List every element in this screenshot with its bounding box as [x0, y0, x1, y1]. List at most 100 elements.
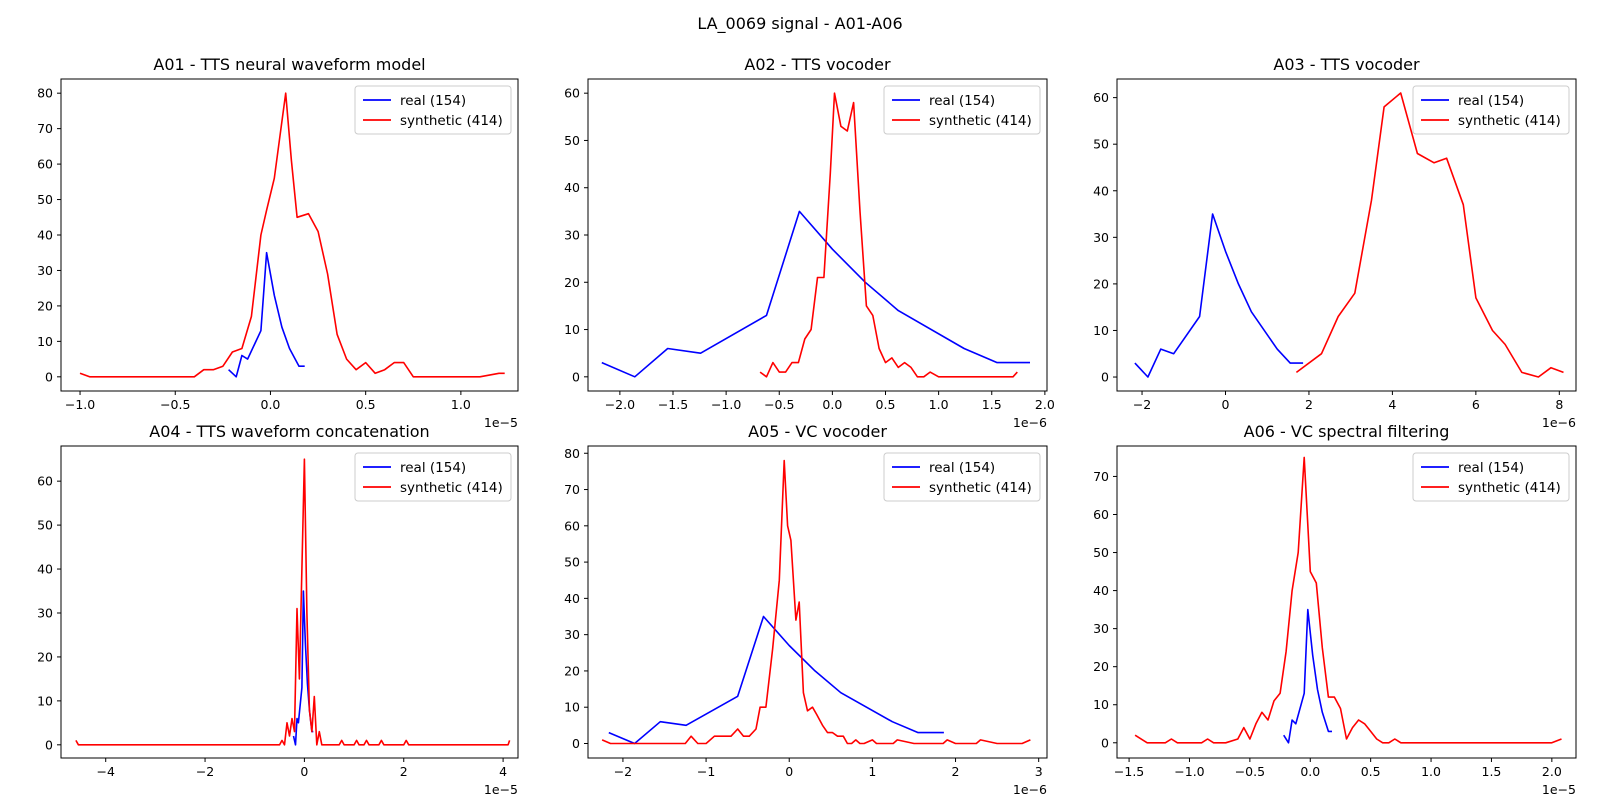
y-tick-label: 10: [37, 334, 53, 349]
legend-label: synthetic (414): [1458, 480, 1561, 496]
x-offset-text: 1e−5: [484, 782, 518, 797]
x-tick-label: 2: [1305, 397, 1313, 412]
legend-label: real (154): [400, 93, 466, 109]
subplot-title: A02 - TTS vocoder: [744, 55, 891, 74]
series-line-synthetic: [79, 92, 505, 378]
series-line-real: [228, 251, 305, 378]
x-tick-label: 0: [785, 764, 793, 779]
y-tick-label: 20: [1093, 659, 1109, 674]
subplot-title: A03 - TTS vocoder: [1273, 55, 1420, 74]
legend-box: [354, 85, 512, 135]
series-line-real: [608, 615, 944, 745]
legend: real (154) synthetic (414): [1412, 452, 1570, 502]
x-tick-label: −0.5: [1235, 764, 1265, 779]
x-tick-label: 8: [1555, 397, 1563, 412]
x-tick-label: 2: [952, 764, 960, 779]
legend-label: real (154): [929, 93, 995, 109]
x-tick-label: 1.0: [451, 397, 471, 412]
y-tick-label: 60: [1093, 507, 1109, 522]
axes-frame: [60, 78, 519, 392]
subplot-title: A01 - TTS neural waveform model: [153, 55, 425, 74]
legend-box: [883, 85, 1041, 135]
x-tick-label: −0.5: [160, 397, 190, 412]
y-tick-label: 50: [564, 133, 580, 148]
legend-label: real (154): [400, 460, 466, 476]
x-tick-label: 4: [499, 764, 507, 779]
y-tick-label: 80: [37, 86, 53, 101]
legend-label: synthetic (414): [1458, 113, 1561, 129]
y-tick-label: 20: [37, 649, 53, 664]
y-tick-label: 70: [37, 121, 53, 136]
y-tick-label: 50: [37, 518, 53, 533]
y-tick-label: 40: [1093, 183, 1109, 198]
y-tick-label: 40: [1093, 583, 1109, 598]
legend-box: [354, 452, 512, 502]
y-tick-label: 10: [564, 700, 580, 715]
x-offset-text: 1e−6: [1013, 782, 1047, 797]
y-tick-label: 0: [572, 369, 580, 384]
x-tick-label: −1.5: [1114, 764, 1144, 779]
x-offset-text: 1e−6: [1013, 415, 1047, 430]
legend: real (154) synthetic (414): [1412, 85, 1570, 135]
x-tick-label: 3: [1035, 764, 1043, 779]
y-tick-label: 30: [37, 605, 53, 620]
y-tick-label: 20: [564, 275, 580, 290]
subplot-title: A04 - TTS waveform concatenation: [149, 422, 429, 441]
legend-box: [883, 452, 1041, 502]
y-tick-label: 50: [1093, 545, 1109, 560]
x-tick-label: 4: [1388, 397, 1396, 412]
y-tick-label: 10: [1093, 697, 1109, 712]
x-tick-label: −4: [96, 764, 114, 779]
subplot-4: A04 - TTS waveform concatenation−4 −2 0 2 40…: [37, 422, 519, 797]
x-tick-label: 0.5: [1361, 764, 1381, 779]
x-tick-label: −1.5: [658, 397, 688, 412]
y-tick-label: 0: [45, 369, 53, 384]
y-tick-label: 80: [564, 446, 580, 461]
subplot-2: A02 - TTS vocoder −2.0 −1.5 −1.0 −0.5 0.0 0.5 1…: [564, 55, 1055, 430]
series-line-real: [1134, 213, 1304, 378]
legend-label: synthetic (414): [929, 113, 1032, 129]
series-line-synthetic: [601, 459, 1031, 745]
x-tick-label: 0.0: [822, 397, 842, 412]
subplot-title: A05 - VC vocoder: [748, 422, 887, 441]
subplot-1: A01 - TTS neural waveform model −1.0 −0.5 0…: [37, 55, 519, 430]
y-tick-label: 60: [1093, 90, 1109, 105]
x-tick-label: 2.0: [1035, 397, 1055, 412]
subplot-6: A06 - VC spectral filtering −1.5 −1.0 −0.5 0…: [1093, 422, 1577, 797]
y-tick-label: 30: [37, 263, 53, 278]
y-tick-label: 70: [564, 482, 580, 497]
y-tick-label: 20: [564, 663, 580, 678]
y-tick-label: 30: [564, 627, 580, 642]
subplot-5: A05 - VC vocoder−2 −1 0 1 2 30102030405060708…: [564, 422, 1048, 797]
y-tick-label: 20: [37, 298, 53, 313]
y-tick-label: 40: [564, 591, 580, 606]
series-line-real: [1283, 608, 1332, 744]
y-tick-label: 40: [37, 562, 53, 577]
legend-label: synthetic (414): [400, 480, 503, 496]
x-offset-text: 1e−6: [1542, 415, 1576, 430]
y-tick-label: 70: [1093, 469, 1109, 484]
legend-box: [1412, 85, 1570, 135]
series-line-synthetic: [1134, 456, 1562, 744]
y-tick-label: 30: [564, 228, 580, 243]
y-tick-label: 10: [1093, 323, 1109, 338]
axes-frame: [1116, 78, 1577, 392]
legend: real (154) synthetic (414): [883, 85, 1041, 135]
x-tick-label: −2: [1133, 397, 1151, 412]
subplots: A01 - TTS neural waveform model −1.0 −0.5 0…: [37, 55, 1577, 797]
x-tick-label: 1.5: [982, 397, 1002, 412]
x-tick-label: 0: [1222, 397, 1230, 412]
y-tick-label: 50: [564, 555, 580, 570]
series-line-synthetic: [75, 458, 511, 746]
legend: real (154) synthetic (414): [883, 452, 1041, 502]
x-tick-label: 1.0: [929, 397, 949, 412]
x-tick-label: −2: [196, 764, 214, 779]
y-tick-label: 0: [572, 736, 580, 751]
legend-label: synthetic (414): [400, 113, 503, 129]
x-tick-label: −1.0: [1174, 764, 1204, 779]
x-offset-text: 1e−5: [1542, 782, 1576, 797]
x-tick-label: −2.0: [605, 397, 635, 412]
x-tick-label: 0: [300, 764, 308, 779]
x-tick-label: 0.5: [876, 397, 896, 412]
